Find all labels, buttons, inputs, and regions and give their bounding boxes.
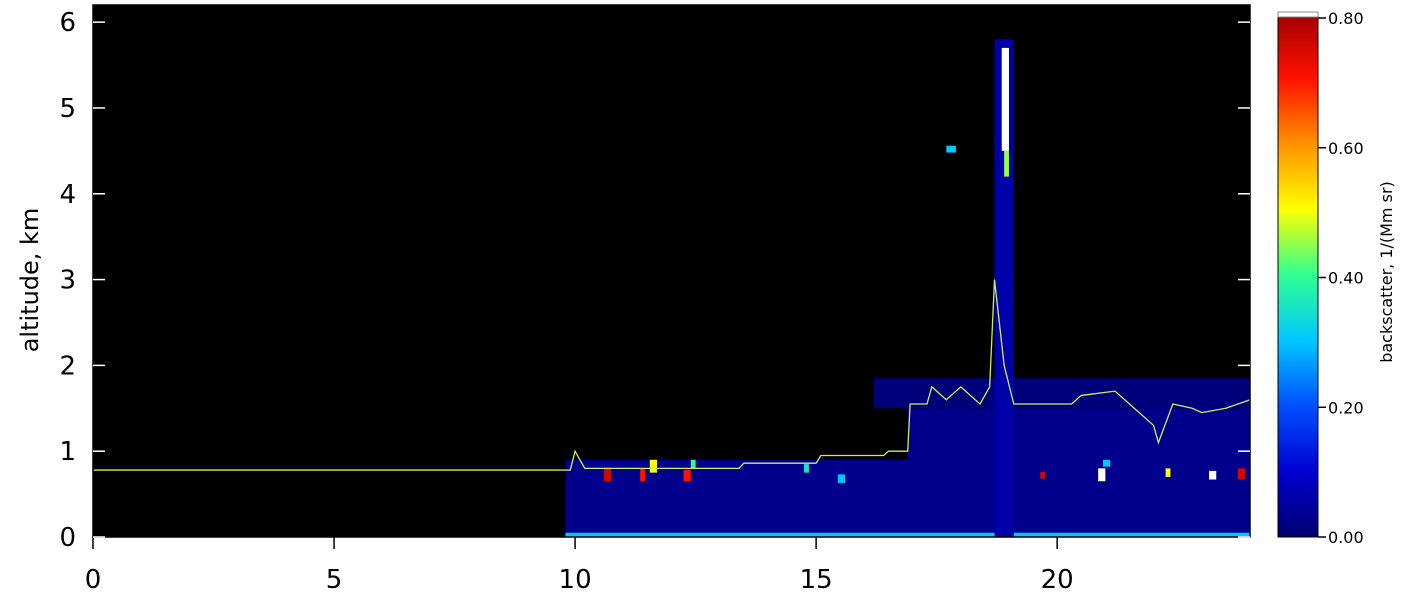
x-tick-label: 5: [326, 565, 343, 595]
heatmap-cell: [1209, 470, 1217, 480]
x-tick-label: 20: [1041, 565, 1074, 595]
y-tick-label: 3: [59, 266, 76, 296]
y-tick-label: 2: [59, 351, 76, 381]
heatmap-cell: [1102, 459, 1111, 467]
heatmap-cell: [1165, 468, 1171, 477]
heatmap-cell: [946, 145, 956, 153]
heatmap-cell: [640, 468, 645, 482]
colorbar-label: backscatter, 1/(Mm sr): [1377, 181, 1396, 363]
colorbar-tick-label: 0.00: [1328, 528, 1364, 547]
heatmap-cell: [1237, 468, 1246, 480]
colorbar-tick-label: 0.80: [1328, 9, 1364, 28]
x-tick-label: 15: [800, 565, 833, 595]
y-tick-label: 6: [59, 8, 76, 38]
y-tick-label: 4: [59, 180, 76, 210]
heatmap-cell: [690, 459, 696, 469]
colorbar-over: [1277, 11, 1319, 18]
heatmap-cell: [1098, 468, 1106, 482]
heatmap-cell: [907, 408, 1250, 537]
heatmap-cell: [837, 474, 846, 483]
heatmap-cell: [683, 470, 691, 482]
plot-frame: [92, 4, 1251, 538]
heatmap-cell: [604, 468, 612, 482]
x-tick-label: 10: [559, 565, 592, 595]
y-axis-label: altitude, km: [16, 208, 44, 353]
colorbar: [1277, 11, 1319, 538]
colorbar-tick-label: 0.40: [1328, 269, 1364, 288]
heatmap-cell: [1040, 471, 1046, 479]
heatmap-cell: [1004, 150, 1009, 177]
y-tick-label: 1: [59, 437, 76, 467]
heatmap-cell: [804, 464, 809, 473]
heatmap-cell: [1001, 47, 1009, 151]
heatmap-cell: [873, 378, 1250, 409]
y-tick-label: 0: [59, 523, 76, 553]
y-tick-label: 5: [59, 94, 76, 124]
colorbar-tick-label: 0.60: [1328, 139, 1364, 158]
heatmap-cell: [565, 459, 908, 537]
heatmap-cell: [649, 459, 658, 473]
boundary-line: [93, 279, 1251, 471]
x-tick-label: 0: [85, 565, 102, 595]
heatmap-cell: [565, 532, 1250, 537]
colorbar-tick-label: 0.20: [1328, 398, 1364, 417]
